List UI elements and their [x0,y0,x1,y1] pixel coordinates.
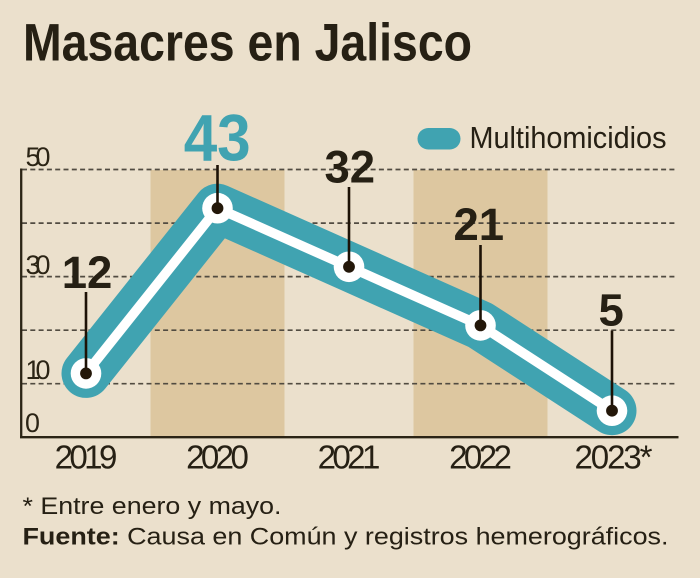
svg-text:30: 30 [26,250,51,280]
svg-text:* Entre enero y mayo.: * Entre enero y mayo. [23,493,282,520]
svg-text:5: 5 [599,285,624,336]
svg-text:2021: 2021 [318,439,381,476]
svg-text:50: 50 [26,142,51,172]
svg-text:43: 43 [184,101,251,175]
svg-text:10: 10 [26,355,51,385]
svg-text:Masacres en Jalisco: Masacres en Jalisco [23,14,472,73]
svg-text:2019: 2019 [55,439,118,476]
svg-text:21: 21 [453,199,504,250]
svg-text:32: 32 [324,141,375,192]
svg-text:Multihomicidios: Multihomicidios [470,120,667,155]
svg-text:2022: 2022 [449,439,512,476]
svg-text:12: 12 [62,247,113,298]
svg-text:2023*: 2023* [575,439,653,476]
svg-text:0: 0 [25,408,40,438]
svg-text:Fuente: Causa en Común y regis: Fuente: Causa en Común y registros hemer… [23,524,669,551]
svg-text:2020: 2020 [186,439,249,476]
